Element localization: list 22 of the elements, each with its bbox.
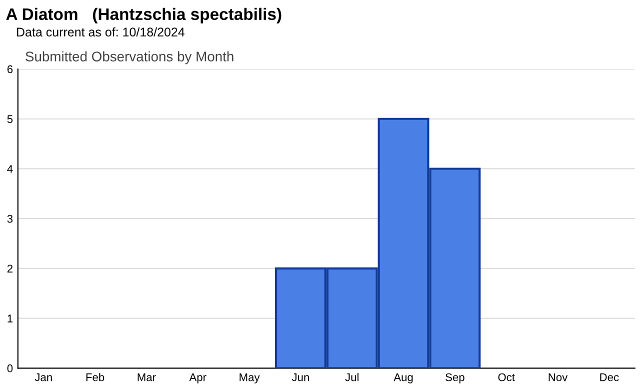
x-tick-label: Dec [600,373,619,382]
x-tick-label: Aug [394,373,413,384]
y-tick-label: 1 [8,314,13,322]
x-tick-label: Mar [138,373,156,382]
x-tick-label: May [240,373,260,384]
x-tick-label: Jul [345,373,358,382]
y-tick-label: 5 [7,115,13,124]
y-tick-label: 6 [7,65,13,74]
x-tick-label: Jan [34,373,52,382]
y-tick-label: 2 [7,264,12,272]
x-tick-label: Oct [498,373,515,382]
chart-subtitle: Data current as of: 10/18/2024 [17,27,184,37]
x-tick-label: Apr [189,373,206,384]
y-tick-label: 4 [7,165,13,173]
chart-title: A Diatom (Hantzschia spectabilis) [6,8,282,24]
x-tick-label: Sep [446,373,464,384]
x-tick-label: Nov [548,373,568,382]
y-tick-label: 0 [7,364,13,372]
x-tick-label: Jun [292,373,309,382]
text: Submitted Observations by Month [26,51,234,64]
y-tick-label: 3 [7,214,13,223]
x-tick-label: Feb [86,373,104,382]
